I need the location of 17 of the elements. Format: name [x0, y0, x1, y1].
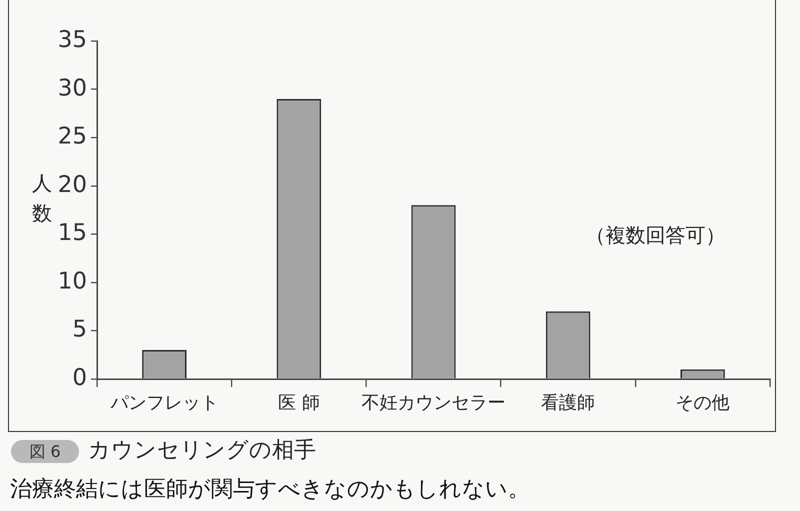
x-tick-label: パンフレット [109, 392, 218, 414]
y-tick-label: 15 [58, 220, 87, 246]
y-tick-label: 5 [72, 316, 87, 343]
y-axis-title: 人数 [32, 170, 53, 227]
text: 治療終結には医師が関与すべきなのかもしれない。 [10, 476, 530, 504]
y-tick-label: 20 [58, 172, 87, 198]
y-tick-label: 10 [58, 268, 87, 294]
y-tick-label: 0 [72, 364, 87, 391]
y-tick-label: 30 [58, 75, 87, 102]
annotation: （複数回答可） [586, 223, 726, 248]
y-tick-label: 25 [58, 124, 87, 150]
y-tick-label: 35 [58, 26, 87, 53]
x-tick-label: その他 [676, 392, 730, 414]
x-tick-label: 看護師 [541, 392, 596, 414]
x-tick-label: 不妊カウンセラー [362, 392, 506, 414]
x-tick-label: 医 師 [278, 392, 320, 414]
text: カウンセリングの相手 [88, 437, 316, 465]
